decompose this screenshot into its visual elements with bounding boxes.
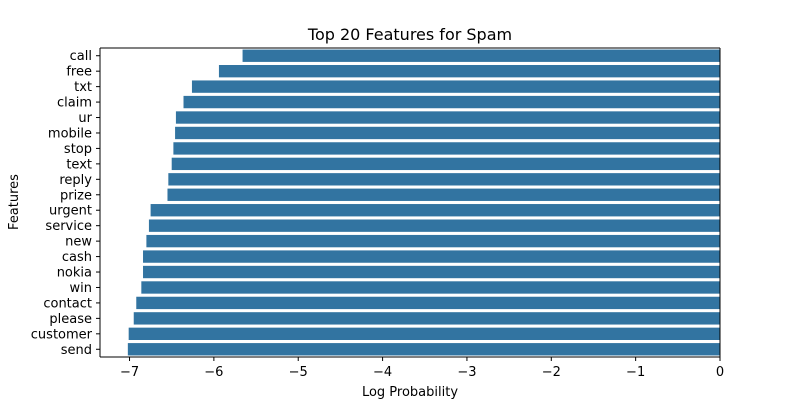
y-tick-label: cash [62, 250, 92, 265]
y-tick-label: customer [31, 327, 93, 342]
x-axis-label: Log Probability [362, 385, 458, 400]
bar-cash [143, 250, 720, 263]
y-tick-label: ur [78, 111, 92, 126]
y-tick-label: contact [43, 296, 92, 311]
y-tick-label: text [66, 157, 92, 172]
bar-claim [183, 95, 720, 109]
y-tick-label: prize [60, 188, 92, 203]
bar-please [133, 312, 721, 325]
y-tick-label: new [65, 235, 92, 250]
bar-txt [191, 80, 720, 93]
y-tick-label: win [70, 281, 92, 296]
y-tick-label: stop [64, 142, 92, 157]
y-tick-label: urgent [49, 204, 92, 219]
axes-layer: callfreetxtclaimurmobilestoptextreplypri… [31, 47, 724, 380]
x-tick-label: −1 [626, 365, 645, 380]
bar-reply [168, 173, 720, 186]
bars-layer [127, 49, 721, 356]
bar-customer [128, 327, 720, 340]
y-tick-label: claim [57, 96, 92, 111]
bar-send [127, 343, 721, 356]
chart-title: Top 20 Features for Spam [307, 25, 512, 44]
bar-win [141, 281, 720, 294]
bar-stop [173, 142, 720, 155]
x-tick-label: −7 [120, 365, 139, 380]
y-tick-label: mobile [48, 126, 92, 141]
x-tick-label: −6 [204, 365, 223, 380]
y-tick-label: send [61, 343, 92, 358]
y-tick-label: reply [59, 173, 92, 188]
x-tick-label: 0 [716, 365, 724, 380]
bar-call [242, 49, 720, 62]
bar-service [148, 219, 720, 232]
y-axis-label: Features [7, 174, 22, 230]
bar-prize [167, 188, 721, 201]
y-tick-label: call [70, 49, 92, 64]
bar-free [218, 65, 720, 78]
x-tick-label: −3 [457, 365, 476, 380]
y-tick-label: txt [74, 80, 92, 95]
y-tick-label: please [49, 312, 92, 327]
y-tick-label: nokia [57, 266, 92, 281]
x-tick-label: −2 [542, 365, 561, 380]
bar-ur [175, 111, 721, 124]
y-tick-label: service [45, 219, 92, 234]
bar-mobile [175, 126, 720, 140]
bar-text [171, 157, 720, 171]
bar-urgent [150, 204, 721, 217]
bar-new [146, 234, 720, 248]
x-tick-label: −4 [373, 365, 392, 380]
bar-contact [136, 296, 720, 310]
bar-nokia [143, 265, 720, 279]
x-tick-label: −5 [289, 365, 308, 380]
y-tick-label: free [66, 65, 92, 80]
